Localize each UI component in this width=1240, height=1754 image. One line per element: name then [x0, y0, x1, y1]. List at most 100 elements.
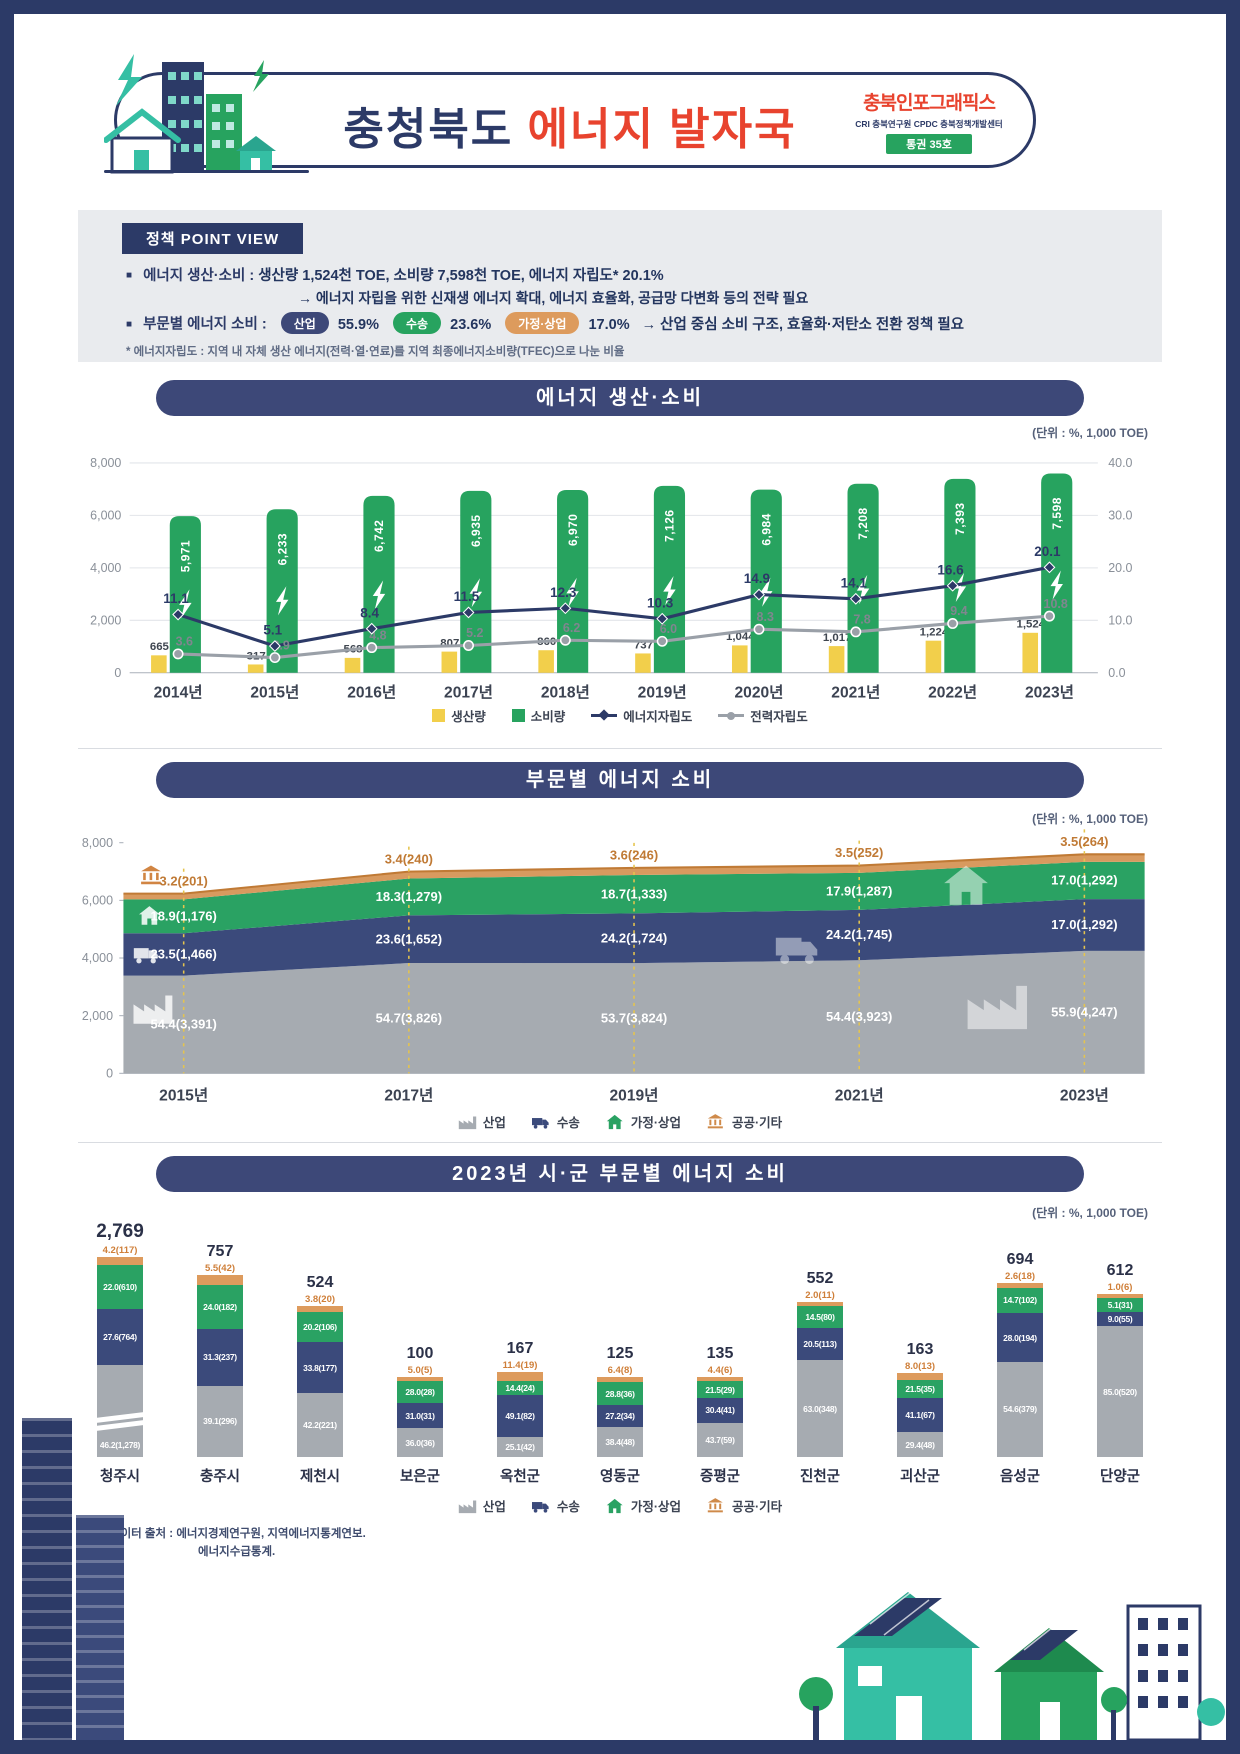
- svg-text:6,742: 6,742: [372, 520, 386, 552]
- bar-segment: 24.0(182): [197, 1285, 243, 1329]
- area-label: 24.2(1,745): [826, 927, 892, 942]
- public-segment-label: 2.6(18): [1004, 1271, 1036, 1283]
- unit-label: (단위 : %, 1,000 TOE): [1032, 812, 1148, 826]
- solar-panel-icon: [854, 1598, 942, 1636]
- area-label: 3.2(201): [160, 873, 208, 888]
- section-divider: [78, 1142, 1162, 1143]
- city-stacked-bar: 21.5(29) 30.4(41) 43.7(59): [697, 1377, 743, 1457]
- public-segment-label: 3.8(20): [304, 1293, 336, 1305]
- year-group-2017년: 2017년 807 6,935: [440, 490, 493, 702]
- production-bar: [441, 651, 458, 673]
- bar-segment: 43.7(59): [697, 1422, 743, 1457]
- house-roof: [104, 108, 181, 143]
- svg-text:0: 0: [114, 666, 121, 680]
- power-independence-line: [178, 614, 1050, 660]
- svg-text:2022년: 2022년: [928, 683, 977, 702]
- legend-line-marker: [591, 709, 618, 721]
- svg-text:7,393: 7,393: [953, 502, 967, 534]
- legend-item: 공공·기타: [707, 1496, 782, 1515]
- energy-independence-line: [177, 565, 1050, 648]
- bar-segment: 41.1(67): [897, 1397, 943, 1433]
- city-name: 진천군: [799, 1469, 841, 1485]
- svg-text:6,233: 6,233: [275, 533, 289, 565]
- area-band-수송: [123, 899, 1145, 976]
- bar-segment: [897, 1372, 943, 1380]
- page-title-topic: 에너지 발자국: [527, 105, 797, 154]
- truck-icon: [531, 1117, 549, 1129]
- legend-item: 산업: [458, 1496, 506, 1515]
- truck-icon: [133, 948, 158, 964]
- city-name: 괴산군: [899, 1469, 941, 1485]
- svg-text:2019년: 2019년: [638, 683, 687, 702]
- white-building-windows: [1138, 1618, 1188, 1708]
- bar-segment: 49.1(82): [497, 1395, 543, 1438]
- public-segment-label: 6.4(8): [607, 1365, 633, 1377]
- svg-text:2017년: 2017년: [384, 1085, 433, 1104]
- bar-segment: 20.2(106): [297, 1311, 343, 1343]
- factory-icon: [967, 985, 1028, 1030]
- data-source: 데이터 출처 : 에너지경제연구원, 지역에너지통계연보. 에너지수급통계.: [110, 1526, 366, 1562]
- legend-item: 가정·상업: [606, 1112, 681, 1131]
- bar-segment: 30.4(41): [697, 1398, 743, 1423]
- area-band-가정·상업: [123, 861, 1145, 934]
- svg-text:14.9: 14.9: [744, 571, 770, 586]
- svg-text:1,224: 1,224: [920, 626, 949, 638]
- house-icon: [606, 1114, 623, 1129]
- green-building: [206, 94, 242, 172]
- bar-segment: 31.0(31): [397, 1403, 443, 1429]
- house-icon: [606, 1498, 623, 1513]
- legend-item: 수송: [531, 1112, 580, 1131]
- legend-swatch: [432, 709, 446, 722]
- section-divider: [78, 748, 1162, 749]
- lightning-icon: [663, 575, 676, 606]
- bottom-left-tower-illustration: [22, 1418, 72, 1740]
- lightning-icon: [856, 575, 870, 605]
- policy-row-2-arrow: → 산업 중심 소비 구조, 효율화·저탄소 전환 정책 필요: [641, 316, 965, 333]
- city-name: 영동군: [599, 1469, 641, 1485]
- factory-icon: [133, 995, 173, 1024]
- public-segment-label: 5.5(42): [204, 1263, 236, 1275]
- legend-item: 공공·기타: [707, 1112, 782, 1131]
- solar-panel-icon: [1010, 1630, 1078, 1660]
- svg-text:1,044: 1,044: [726, 631, 755, 643]
- city-stacked-bar: 28.0(28) 31.0(31) 36.0(36): [397, 1377, 443, 1457]
- bar-segment: 46.2(1,278): [97, 1364, 143, 1457]
- svg-text:6,000: 6,000: [90, 509, 121, 523]
- lightning-icon: [253, 60, 269, 92]
- tree-icon: [799, 1677, 833, 1711]
- brand-name: 충북인포그래픽스: [863, 93, 996, 114]
- teal-house-roof: [836, 1592, 980, 1648]
- svg-text:7,598: 7,598: [1050, 497, 1064, 529]
- svg-text:6,984: 6,984: [759, 513, 773, 545]
- svg-text:1,524: 1,524: [1016, 619, 1045, 631]
- bar-segment: [197, 1275, 243, 1286]
- bar-segment: [697, 1377, 743, 1382]
- svg-text:3.6: 3.6: [176, 635, 193, 649]
- svg-text:10.0: 10.0: [1108, 613, 1132, 627]
- city-column-제천시: 524 3.8(20) 20.2(106) 33.8(177) 42.2(221) 제천시: [270, 1214, 370, 1486]
- svg-text:2015년: 2015년: [159, 1085, 208, 1104]
- city-stacked-bar: 14.4(24) 49.1(82) 25.1(42): [497, 1371, 543, 1457]
- bar-segment: 20.5(113): [797, 1328, 843, 1361]
- svg-text:5.2: 5.2: [466, 626, 483, 640]
- production-bar: [1022, 632, 1039, 673]
- lightning-icon: [275, 586, 289, 616]
- svg-text:0.0: 0.0: [1108, 666, 1125, 680]
- chart-city-sector: 2,769 4.2(117) 22.0(610) 27.6(764) 46.2(1,27…: [70, 1214, 1170, 1486]
- bar-segment: 31.3(237): [197, 1329, 243, 1386]
- production-bar: [828, 646, 845, 673]
- production-bar: [344, 657, 361, 673]
- bank-icon: [707, 1497, 723, 1512]
- svg-text:7,126: 7,126: [663, 509, 677, 541]
- green-house-roof: [994, 1628, 1104, 1672]
- city-column-청주시: 2,769 4.2(117) 22.0(610) 27.6(764) 46.2(1,27…: [70, 1214, 170, 1486]
- area-label: 17.0(1,292): [1051, 873, 1117, 888]
- svg-text:6,970: 6,970: [566, 514, 580, 546]
- city-stacked-bar: 14.7(102) 28.0(194) 54.6(379): [997, 1283, 1043, 1457]
- bar-segment: 42.2(221): [297, 1393, 343, 1457]
- production-bar: [538, 650, 554, 673]
- house-icon: [944, 865, 988, 905]
- bar-segment: 5.1(31): [1097, 1297, 1143, 1312]
- legend-production-consumption: 생산량 소비량 에너지자립도 전력자립도: [14, 706, 1226, 725]
- city-name: 제천시: [299, 1469, 341, 1485]
